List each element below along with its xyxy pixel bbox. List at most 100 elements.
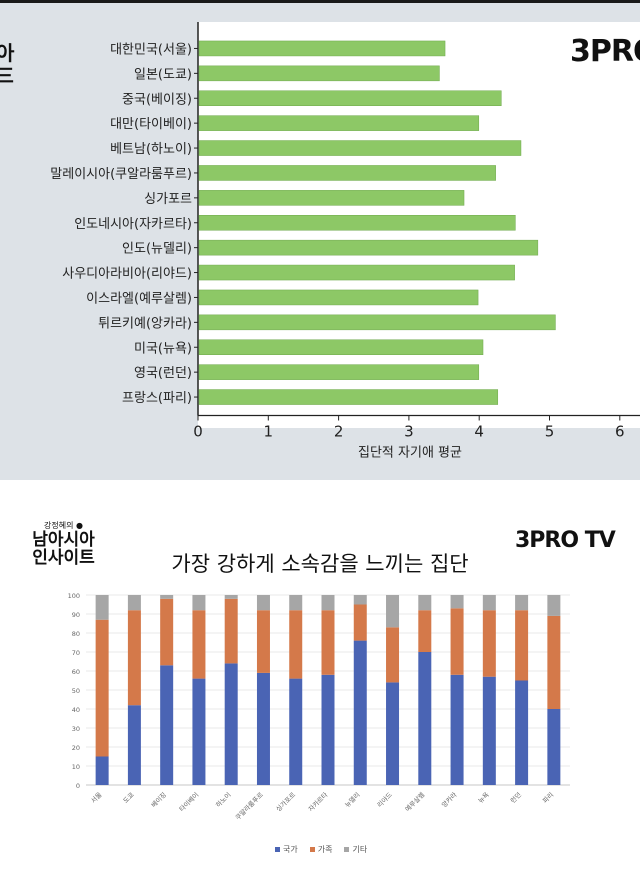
vbar-segment-국가: [515, 680, 529, 785]
brush-logo-line2: 인사이트: [32, 548, 95, 568]
brand-logo-bottom: 3PRO TV: [515, 528, 616, 553]
hbar-category-label: 인도네시아(자카르타): [74, 217, 192, 232]
vbar-y-tick-label: 60: [72, 668, 80, 676]
vbar-segment-국가: [353, 640, 367, 785]
hbar-bar: [198, 239, 539, 256]
hbar-bar: [198, 165, 496, 181]
hbar-bar: [198, 90, 502, 106]
vbar-y-tick-label: 0: [76, 782, 80, 790]
vbar-segment-국가: [192, 678, 206, 785]
hbar-x-axis-label: 집단적 자기애 평균: [358, 446, 462, 461]
hbar-bar: [198, 65, 440, 82]
vbar-category-label: 싱가포르: [274, 790, 297, 813]
vbar-segment-가족: [547, 615, 561, 709]
hbar-x-tick-label: 6: [615, 423, 625, 441]
legend-label: 국가: [283, 845, 298, 854]
vbar-segment-국가: [256, 672, 270, 785]
vbar-segment-기타: [224, 595, 238, 599]
vbar-segment-기타: [289, 595, 303, 611]
hbar-bar: [198, 264, 515, 281]
legend-label: 기타: [352, 845, 368, 854]
vbar-segment-기타: [482, 595, 496, 611]
hbar-bar: [198, 314, 556, 331]
vbar-segment-가족: [450, 608, 464, 675]
hbar-category-label: 대한민국(서울): [110, 42, 192, 57]
hbar-category-label: 튀르키예(앙카라): [98, 316, 192, 331]
hbar-bar: [198, 215, 516, 231]
vbar-category-label: 도쿄: [122, 791, 136, 805]
horizontal-bar-chart: 대한민국(서울) 일본(도쿄) 중국(베이징) 대만(타이베이) 베트남(하노이) 말레이…: [50, 22, 640, 461]
vbar-category-label: 서울: [89, 790, 104, 805]
vbar-category-label: 자카르타: [306, 790, 329, 813]
vbar-segment-국가: [321, 674, 335, 785]
vbar-segment-기타: [127, 595, 141, 611]
vbar-segment-기타: [321, 595, 335, 611]
vbar-y-tick-label: 100: [68, 592, 80, 600]
vbar-segment-가족: [418, 610, 432, 652]
hbar-category-label: 인도(뉴델리): [122, 242, 192, 257]
vbar-category-label: 런던: [508, 790, 523, 805]
vbar-segment-가족: [256, 610, 270, 673]
vbar-y-tick-label: 10: [72, 763, 80, 771]
vbar-category-label: 베이징: [149, 790, 168, 809]
vbar-y-tick-label: 90: [72, 611, 80, 619]
hbar-category-label: 사우디아라비아(리야드): [62, 267, 192, 282]
vbar-segment-국가: [127, 705, 141, 785]
vbar-y-tick-label: 50: [72, 687, 80, 695]
vbar-segment-가족: [192, 610, 206, 679]
hbar-category-label: 싱가포르: [144, 192, 192, 207]
hbar-category-label: 일본(도쿄): [134, 67, 192, 82]
legend-swatch: [309, 847, 315, 852]
hbar-x-tick-label: 1: [264, 423, 274, 441]
vbar-segment-가족: [386, 627, 400, 683]
hbar-category-label: 말레이시아(쿠알라룸푸르): [50, 167, 192, 182]
vbar-category-label: 앙카라: [439, 790, 458, 809]
vbar-category-label: 뉴델리: [343, 790, 362, 809]
hbar-x-tick-label: 4: [474, 423, 484, 441]
vbar-segment-가족: [289, 610, 303, 679]
legend-item: 기타: [344, 844, 367, 855]
stacked-chart-title: 가장 강하게 소속감을 느끼는 집단: [171, 552, 469, 576]
vbar-segment-국가: [418, 652, 432, 785]
hbar-category-label: 이스라엘(예루살렘): [86, 291, 192, 306]
hbar-category-label: 프랑스(파리): [122, 391, 192, 406]
brush-logo-line1: 남아시아: [32, 530, 95, 550]
vbar-segment-기타: [353, 595, 367, 605]
vbar-y-tick-label: 20: [72, 744, 80, 752]
vbar-segment-국가: [95, 756, 109, 785]
vbar-segment-가족: [160, 598, 174, 666]
legend-swatch: [275, 847, 280, 852]
vbar-segment-기타: [515, 595, 529, 611]
vbar-segment-기타: [450, 595, 464, 609]
vbar-segment-가족: [321, 610, 335, 675]
hbar-x-tick-label: 5: [545, 423, 555, 441]
vbar-segment-국가: [289, 678, 303, 785]
vbar-y-tick-label: 30: [72, 725, 80, 733]
hbar-category-label: 중국(베이징): [122, 92, 192, 107]
vbar-segment-기타: [386, 595, 400, 628]
hbar-bar: [198, 190, 465, 206]
hbar-x-tick-label: 2: [334, 423, 344, 441]
hbar-category-label: 미국(뉴욕): [134, 341, 192, 356]
vbar-segment-기타: [160, 595, 174, 599]
hbar-bar: [198, 40, 446, 57]
legend-swatch: [344, 847, 350, 852]
vbar-category-label: 쿠알라룸푸르: [233, 790, 265, 822]
legend-item: 가족: [309, 844, 333, 855]
vbar-segment-가족: [353, 604, 367, 641]
vbar-segment-가족: [482, 610, 496, 677]
vbar-segment-기타: [256, 595, 270, 611]
legend-label: 가족: [317, 845, 333, 854]
vbar-segment-기타: [192, 595, 206, 611]
hbar-bar: [198, 339, 484, 355]
hbar-bar: [198, 115, 480, 131]
vbar-segment-가족: [515, 610, 529, 681]
vbar-y-tick-label: 80: [72, 630, 80, 638]
lamp-icon: ●: [76, 521, 83, 530]
hbar-bar: [198, 389, 499, 405]
top-border-line: [0, 0, 640, 3]
vbar-segment-국가: [386, 682, 400, 785]
vbar-segment-기타: [547, 595, 561, 616]
vbar-category-label: 하노이: [214, 790, 233, 809]
